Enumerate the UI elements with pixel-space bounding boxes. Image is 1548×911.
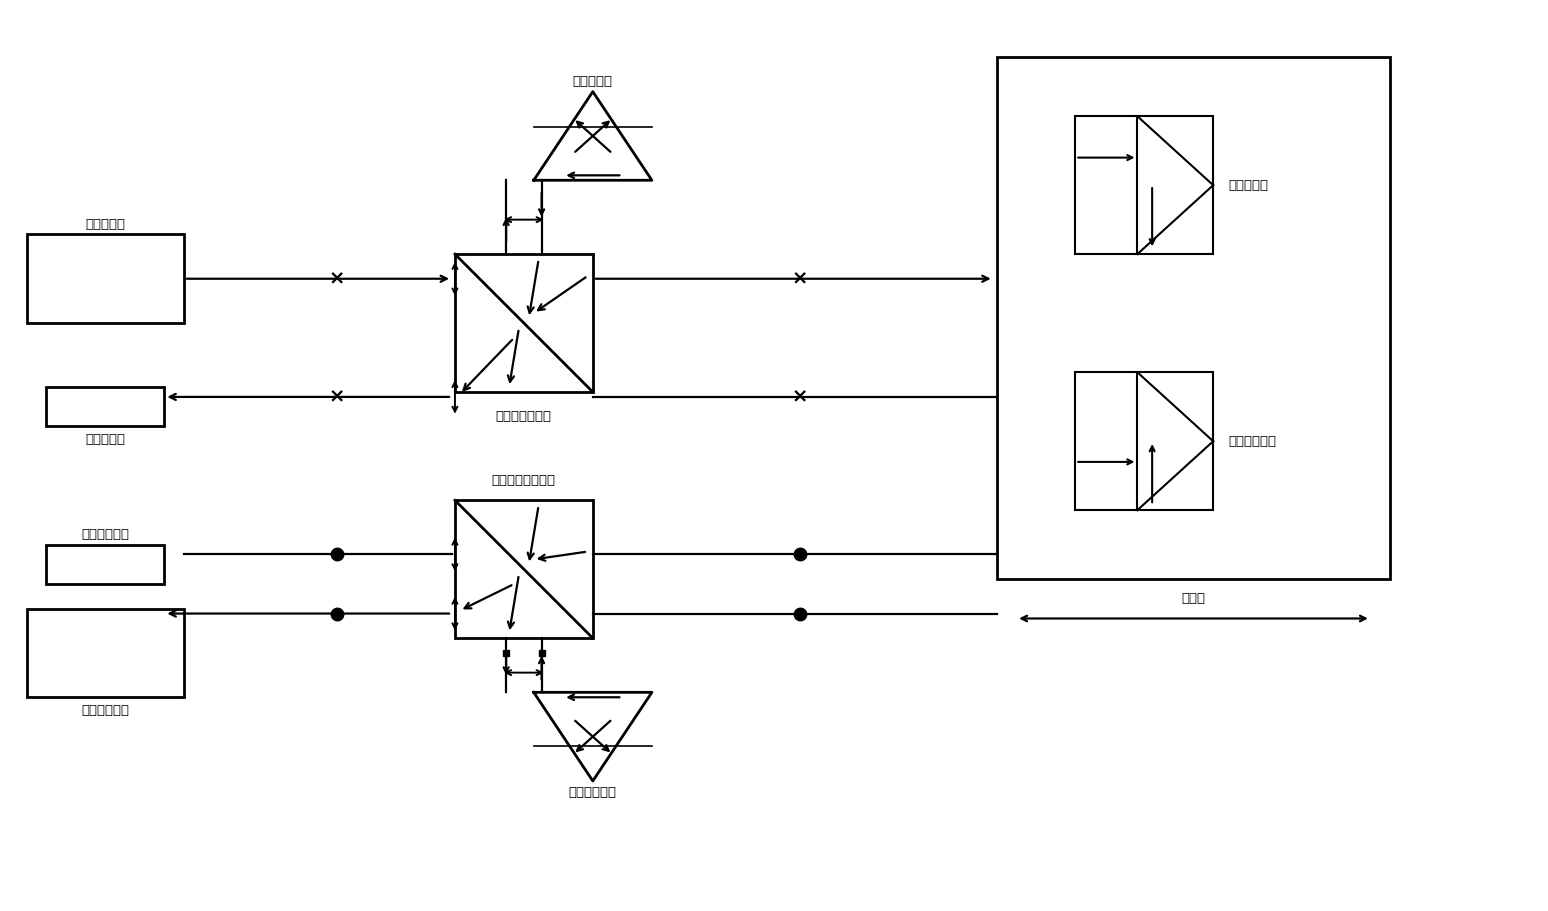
Text: ×: × — [328, 387, 345, 406]
Bar — [455, 500, 593, 639]
Text: ×: × — [328, 270, 345, 288]
Text: 被校准激光器: 被校准激光器 — [82, 703, 130, 717]
Text: 被校准接收器: 被校准接收器 — [82, 528, 130, 541]
Bar — [46, 387, 164, 426]
Bar — [46, 545, 164, 584]
Bar — [26, 234, 184, 323]
Text: 标准接收器: 标准接收器 — [85, 433, 125, 445]
Text: 被校准参考镜: 被校准参考镜 — [568, 786, 616, 799]
Text: 标准测量镜: 标准测量镜 — [1228, 179, 1268, 191]
Text: 标准参考镜: 标准参考镜 — [573, 76, 613, 88]
Text: ×: × — [791, 387, 808, 406]
Bar — [1076, 117, 1214, 254]
Bar — [1076, 373, 1214, 510]
Bar — [455, 254, 593, 392]
Text: ×: × — [791, 270, 808, 288]
Text: 运动台: 运动台 — [1181, 592, 1206, 605]
Text: 标准激光器: 标准激光器 — [85, 218, 125, 231]
Bar — [997, 57, 1390, 579]
Text: 被校准偏振分光镜: 被校准偏振分光镜 — [492, 474, 556, 487]
Text: 被校准测量镜: 被校准测量镜 — [1228, 435, 1276, 447]
Bar — [26, 609, 184, 697]
Text: 标准偏振分光镜: 标准偏振分光镜 — [495, 410, 553, 423]
